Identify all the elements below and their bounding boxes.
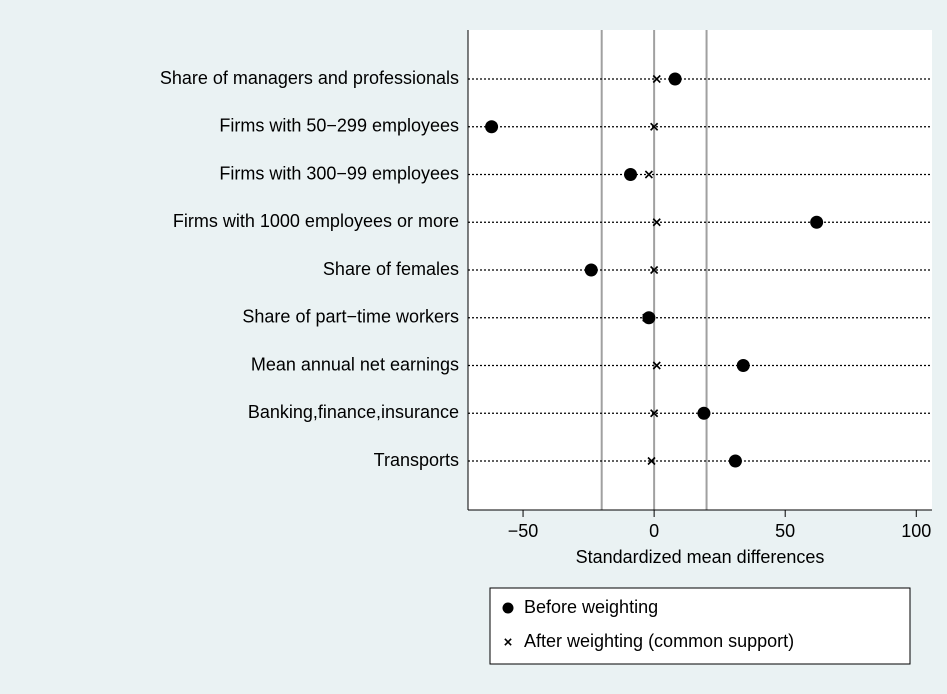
y-tick-label: Firms with 1000 employees or more [173, 211, 459, 231]
y-tick-label: Transports [374, 450, 459, 470]
cross [647, 456, 656, 466]
dot [584, 263, 598, 277]
cross [504, 638, 512, 646]
legend-box [489, 587, 911, 665]
cross [652, 74, 661, 84]
x-tick-label: 0 [649, 521, 659, 541]
x-tick-label: 100 [901, 521, 931, 541]
y-tick-label: Share of part−time workers [242, 307, 459, 327]
cross [652, 218, 661, 227]
dot [642, 311, 656, 325]
dot [485, 120, 499, 134]
cross [652, 361, 661, 370]
x-axis-label: Standardized mean differences [576, 547, 825, 567]
x-tick-label: 50 [775, 521, 795, 541]
y-tick-label: Share of females [323, 259, 459, 279]
x-tick-label: −50 [508, 521, 539, 541]
cross [650, 409, 659, 418]
cross [642, 313, 651, 322]
cross [650, 122, 659, 131]
y-tick-label: Banking,finance,insurance [248, 402, 459, 422]
legend-label: Before weighting [524, 597, 658, 617]
dot [502, 602, 514, 614]
y-tick-label: Mean annual net earnings [251, 354, 459, 374]
dot [736, 359, 750, 372]
dot [624, 168, 638, 181]
cross [650, 265, 659, 275]
dot [810, 215, 824, 229]
dot [697, 406, 711, 420]
y-tick-label: Firms with 300−99 employees [219, 163, 459, 183]
legend-label: After weighting (common support) [524, 631, 794, 651]
y-tick-label: Share of managers and professionals [160, 68, 459, 88]
dot [668, 72, 682, 86]
cross [644, 170, 653, 179]
dot [728, 454, 742, 468]
y-tick-label: Firms with 50−299 employees [219, 116, 459, 136]
